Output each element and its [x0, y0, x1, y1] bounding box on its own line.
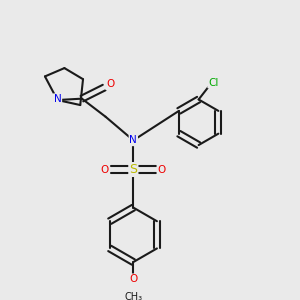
Text: N: N [54, 94, 61, 104]
Text: N: N [130, 135, 137, 145]
Text: O: O [129, 274, 137, 284]
Text: O: O [158, 164, 166, 175]
Text: CH₃: CH₃ [124, 292, 142, 300]
Text: O: O [101, 164, 109, 175]
Text: S: S [129, 163, 137, 176]
Text: O: O [106, 79, 114, 89]
Text: Cl: Cl [208, 77, 218, 88]
